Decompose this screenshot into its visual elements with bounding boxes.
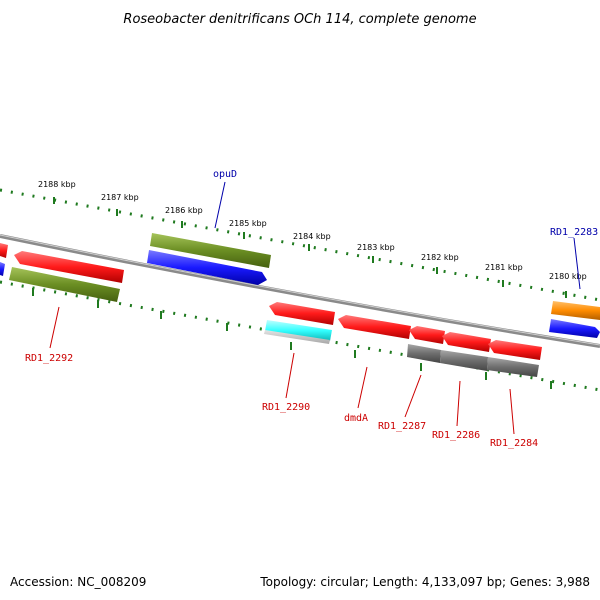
gene-label-rd1-2290[interactable]: RD1_2290 xyxy=(262,402,310,413)
gene-orange-rd1-2283[interactable] xyxy=(551,301,600,320)
scale-label: 2182 kbp xyxy=(421,253,459,262)
leader-line-rd1-2286 xyxy=(456,380,461,427)
scale-labels: 2188 kbp 2187 kbp 2186 kbp 2185 kbp 2184… xyxy=(38,180,587,281)
gene-label-rd1-2287[interactable]: RD1_2287 xyxy=(378,421,426,432)
scale-label: 2185 kbp xyxy=(229,219,267,228)
genome-summary-text: Topology: circular; Length: 4,133,097 bp… xyxy=(259,575,590,589)
gene-blue-rd1-2283[interactable] xyxy=(549,319,600,338)
forward-strand-genes xyxy=(0,233,600,338)
gene-label-rd1-2283[interactable]: RD1_2283 xyxy=(550,227,598,238)
leader-line-rd1-2287 xyxy=(404,374,422,418)
scale-label: 2187 kbp xyxy=(101,193,139,202)
gene-labels: opuD RD1_2283 RD1_2292 RD1_2290 dmdA RD1… xyxy=(25,169,598,449)
genome-backbone-highlight xyxy=(0,234,600,346)
inner-scale-ticks xyxy=(32,288,552,389)
scale-label: 2181 kbp xyxy=(485,263,523,272)
gene-red-rd1-2286[interactable] xyxy=(442,332,491,352)
scale-label: 2183 kbp xyxy=(357,243,395,252)
gene-label-dmdA[interactable]: dmdA xyxy=(344,413,368,424)
gene-red-left-edge[interactable] xyxy=(0,243,8,258)
scale-label: 2186 kbp xyxy=(165,206,203,215)
gene-label-rd1-2286[interactable]: RD1_2286 xyxy=(432,430,480,441)
gene-blue-opuD[interactable] xyxy=(147,250,267,285)
accession-text: Accession: NC_008209 xyxy=(10,575,146,589)
label-lines xyxy=(49,181,581,435)
scale-label: 2184 kbp xyxy=(293,232,331,241)
gene-red-rd1-2292[interactable] xyxy=(14,251,124,283)
leader-line-rd1-2290 xyxy=(285,352,295,399)
leader-line-dmdA xyxy=(357,366,368,409)
leader-line-opuD xyxy=(214,181,226,229)
gene-red-rd1-2284[interactable] xyxy=(488,340,542,360)
gene-lightgray-rd1-2290[interactable] xyxy=(264,330,330,344)
gene-gray-rd1-2287[interactable] xyxy=(407,344,441,363)
gene-label-rd1-2292[interactable]: RD1_2292 xyxy=(25,353,73,364)
scale-label: 2188 kbp xyxy=(38,180,76,189)
scale-label: 2180 kbp xyxy=(549,272,587,281)
gene-red-rd1-2287[interactable] xyxy=(409,326,445,344)
gene-olive-rd1-2292[interactable] xyxy=(9,267,120,302)
gene-cyan-rd1-2290[interactable] xyxy=(265,320,332,341)
outer-scale-track xyxy=(0,188,600,302)
gene-label-opuD[interactable]: opuD xyxy=(213,169,237,180)
gene-blue-left-edge[interactable] xyxy=(0,262,5,276)
leader-line-rd1-2292 xyxy=(49,306,60,349)
leader-line-rd1-2283 xyxy=(573,237,581,290)
gene-gray-rd1-2284[interactable] xyxy=(487,357,539,377)
reverse-strand-genes xyxy=(9,251,542,377)
gene-label-rd1-2284[interactable]: RD1_2284 xyxy=(490,438,538,449)
outer-scale-ticks xyxy=(53,197,567,298)
gene-red-dmdA[interactable] xyxy=(338,315,411,339)
inner-scale-track xyxy=(0,280,600,392)
gene-olive-opuD-upper[interactable] xyxy=(150,233,271,268)
leader-line-rd1-2284 xyxy=(509,388,515,435)
gene-gray-rd1-2286[interactable] xyxy=(440,350,488,371)
gene-red-rd1-2290[interactable] xyxy=(269,302,335,325)
map-title: Roseobacter denitrificans OCh 114, compl… xyxy=(123,12,476,27)
genome-backbone xyxy=(0,234,600,348)
